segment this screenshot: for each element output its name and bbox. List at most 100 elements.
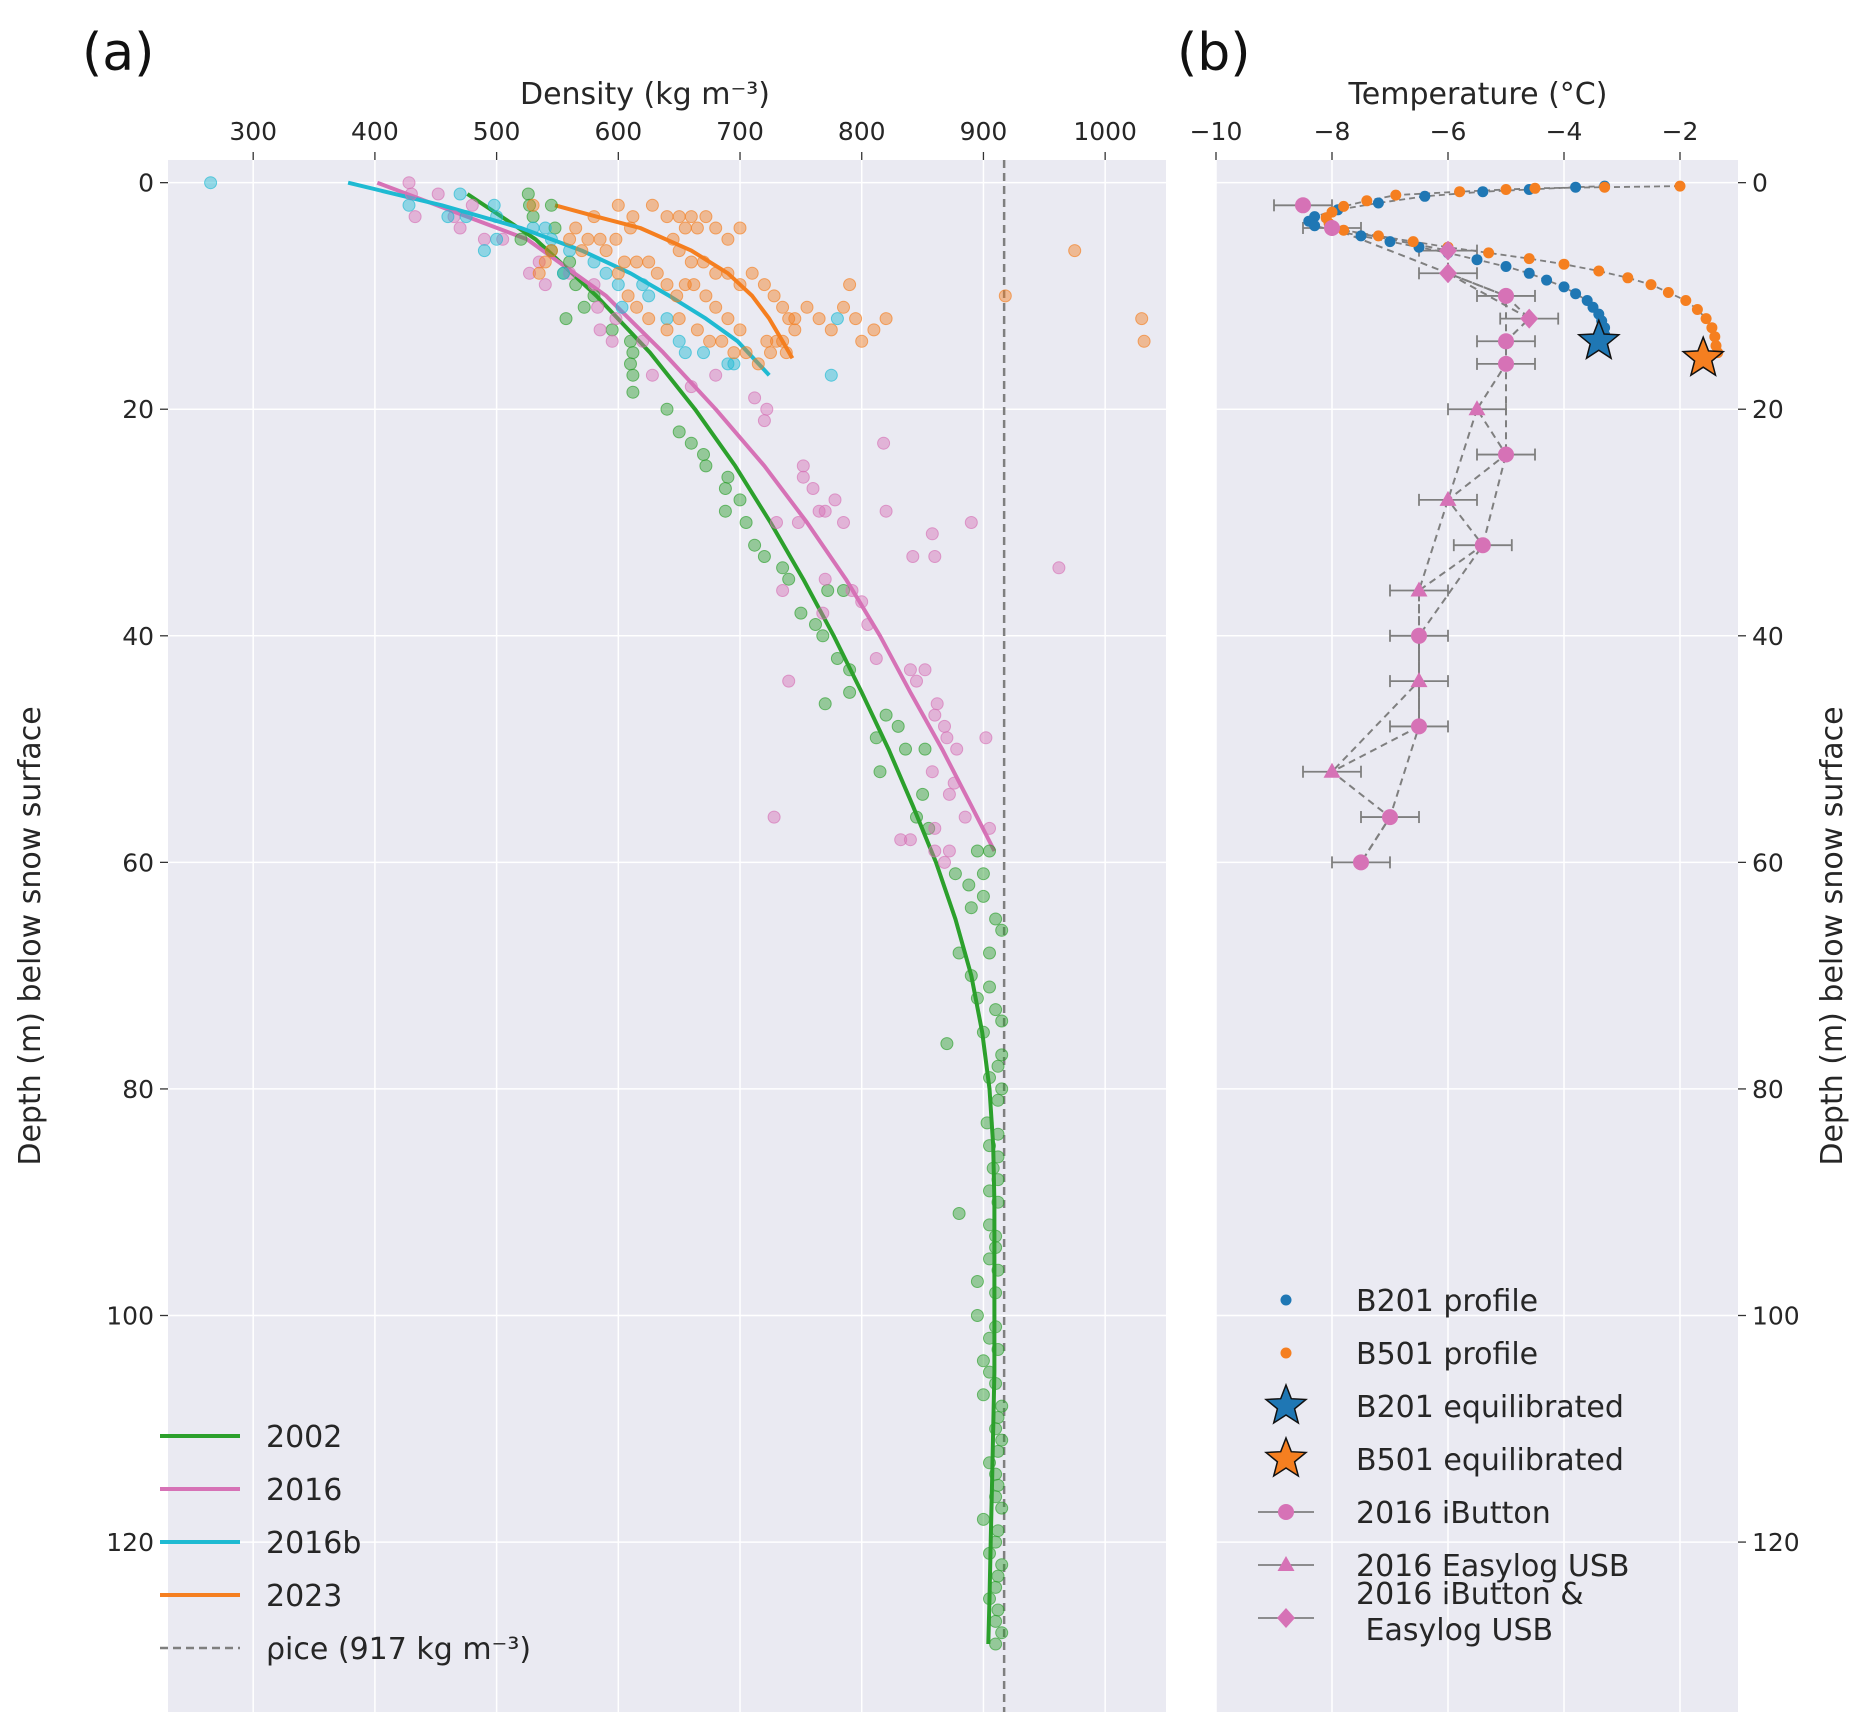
legend-label: 2016 iButton (1356, 1496, 1551, 1531)
density-sample-point (431, 187, 445, 201)
density-sample-point (699, 289, 713, 303)
density-sample-point (930, 697, 944, 711)
density-sample-point (983, 821, 996, 835)
density-sample-point (873, 765, 887, 779)
legend-marker (1277, 1608, 1295, 1628)
density-sample-point (843, 663, 857, 677)
density-sample-point (830, 652, 844, 665)
density-sample-point (523, 266, 536, 280)
density-sample-point (903, 663, 917, 677)
density-sample-point (991, 1524, 1005, 1538)
density-sample-point (402, 198, 416, 212)
density-sample-point (666, 232, 680, 246)
density-sample-point (995, 1048, 1009, 1062)
density-sample-point (611, 266, 625, 280)
panel-b-ticks: −10 −8 −6 −4 −2 0 20 40 60 80 100 120 (1190, 117, 1800, 1557)
density-sample-point (609, 312, 623, 326)
legend-label: 2002 (266, 1420, 342, 1455)
density-sample-point (544, 198, 558, 212)
density-sample-point (998, 289, 1012, 303)
density-sample-point (989, 1003, 1003, 1017)
density-sample-point (441, 210, 455, 224)
density-sample-point (928, 844, 942, 858)
density-sample-point (587, 289, 601, 303)
density-sample-point (806, 482, 820, 495)
legend-label: 2023 (266, 1579, 342, 1614)
density-sample-point (983, 946, 996, 960)
density-sample-point (879, 708, 893, 722)
density-sample-point (989, 1490, 1003, 1504)
density-sample-point (983, 844, 996, 858)
density-sample-point (1052, 561, 1066, 575)
temperature-point-dot (1372, 197, 1384, 209)
panel-a-x-axis-label: Density (kg m⁻³) (520, 77, 770, 112)
density-sample-point (672, 312, 686, 326)
density-sample-point (983, 1546, 996, 1560)
density-sample-point (891, 719, 905, 733)
density-sample-point (906, 550, 920, 563)
temperature-point-circle (1498, 333, 1514, 350)
x-tick-label: −10 (1190, 117, 1243, 146)
density-sample-point (942, 844, 956, 858)
density-sample-point (928, 821, 942, 835)
x-tick-label: 600 (594, 117, 642, 146)
temperature-point-dot (1372, 230, 1384, 242)
density-sample-point (477, 232, 491, 246)
density-sample-point (796, 459, 810, 473)
density-sample-point (995, 923, 1009, 937)
density-fit-line-2002 (466, 192, 997, 1645)
density-sample-point (776, 584, 790, 597)
density-sample-point (1068, 244, 1082, 258)
density-sample-point (699, 210, 713, 224)
density-sample-point (910, 674, 923, 688)
density-sample-point (938, 855, 951, 869)
density-sample-point (818, 504, 832, 518)
density-sample-point (544, 244, 558, 258)
density-sample-point (952, 1207, 966, 1220)
density-sample-point (867, 323, 881, 337)
density-sample-point (958, 810, 972, 824)
density-sample-point (544, 232, 558, 246)
density-sample-point (569, 221, 583, 235)
density-sample-point (995, 1433, 1009, 1447)
x-tick-label: −8 (1314, 117, 1351, 146)
density-sample-point (660, 210, 674, 224)
density-sample-point (991, 1059, 1005, 1073)
density-sample-point (733, 278, 747, 292)
density-sample-point (928, 550, 942, 563)
density-sample-point (976, 1388, 990, 1402)
density-sample-point (624, 221, 637, 235)
density-sample-point (976, 1025, 990, 1039)
panel-a-y-axis-label: Depth (m) below snow surface (13, 706, 48, 1165)
density-sample-point (918, 742, 932, 756)
density-fit-line-2023 (554, 203, 795, 360)
density-sample-point (514, 232, 528, 246)
density-sample-point (983, 1184, 996, 1198)
density-sample-point (989, 1229, 1003, 1243)
density-sample-point (684, 436, 698, 450)
density-fit-line-2016b (347, 180, 771, 377)
density-sample-point (690, 323, 704, 337)
temperature-point-dot (1477, 186, 1489, 198)
density-sample-point (918, 663, 932, 677)
density-sample-point (621, 289, 635, 303)
density-sample-point (983, 1139, 996, 1153)
density-sample-point (636, 334, 650, 348)
density-sample-point (630, 255, 644, 269)
density-sample-point (983, 1456, 996, 1470)
density-sample-point (983, 1592, 996, 1606)
legend-label: 2016 (266, 1473, 342, 1508)
density-sample-point (757, 278, 771, 292)
density-sample-point (983, 1071, 996, 1085)
density-sample-point (642, 289, 656, 303)
temperature-point-dot (1674, 180, 1686, 192)
panel-b-grid (1215, 160, 1738, 1712)
density-sample-point (538, 278, 552, 292)
density-sample-point (947, 776, 961, 790)
density-sample-point (459, 210, 473, 224)
density-sample-point (986, 1161, 1000, 1175)
temperature-point-dot (1691, 304, 1703, 315)
density-sample-point (559, 312, 573, 326)
density-sample-point (824, 368, 838, 382)
